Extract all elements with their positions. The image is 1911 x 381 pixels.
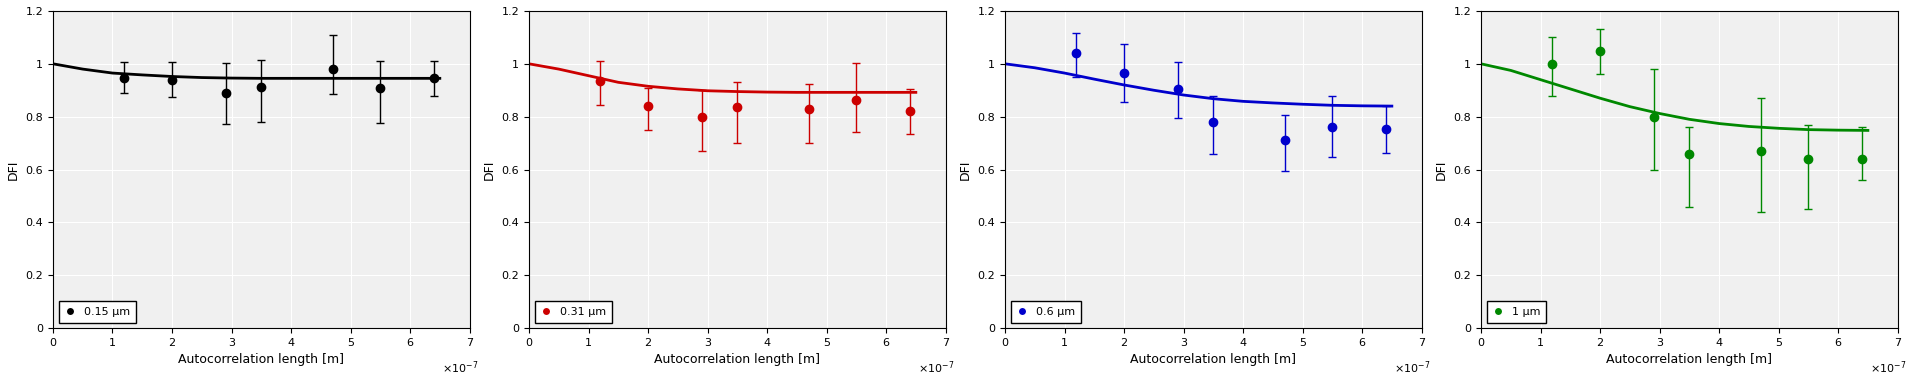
Text: $\times10^{-7}$: $\times10^{-7}$	[441, 360, 478, 376]
X-axis label: Autocorrelation length [m]: Autocorrelation length [m]	[178, 354, 344, 367]
Y-axis label: DFI: DFI	[959, 159, 973, 180]
Y-axis label: DFI: DFI	[1435, 159, 1449, 180]
Text: $\times10^{-7}$: $\times10^{-7}$	[917, 360, 954, 376]
Legend: 0.31 μm: 0.31 μm	[535, 301, 612, 323]
Y-axis label: DFI: DFI	[483, 159, 497, 180]
Y-axis label: DFI: DFI	[8, 159, 19, 180]
Text: $\times10^{-7}$: $\times10^{-7}$	[1393, 360, 1429, 376]
X-axis label: Autocorrelation length [m]: Autocorrelation length [m]	[654, 354, 820, 367]
Legend: 1 μm: 1 μm	[1487, 301, 1546, 323]
Legend: 0.6 μm: 0.6 μm	[1011, 301, 1082, 323]
X-axis label: Autocorrelation length [m]: Autocorrelation length [m]	[1607, 354, 1771, 367]
Legend: 0.15 μm: 0.15 μm	[59, 301, 136, 323]
Text: $\times10^{-7}$: $\times10^{-7}$	[1869, 360, 1905, 376]
X-axis label: Autocorrelation length [m]: Autocorrelation length [m]	[1129, 354, 1296, 367]
